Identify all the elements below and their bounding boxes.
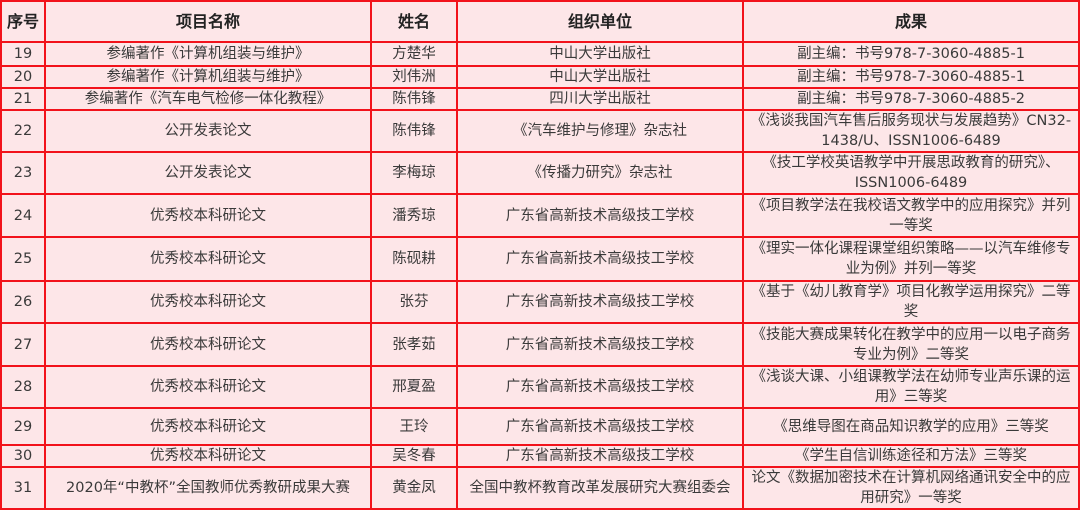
cell-index: 27	[0, 322, 46, 367]
table-row: 19 参编著作《计算机组装与维护》 方楚华 中山大学出版社 副主编：书号978-7-30…	[0, 41, 1080, 67]
table-row: 20 参编著作《计算机组装与维护》 刘伟洲 中山大学出版社 副主编：书号978-7-30…	[0, 65, 1080, 89]
table-row: 30 优秀校本科研论文 吴冬春 广东省高新技术高级技工学校 《学生自信训练途径和方法》三…	[0, 444, 1080, 468]
cell-result: 《思维导图在商品知识教学的应用》三等奖	[742, 407, 1080, 446]
cell-organization: 广东省高新技术高级技工学校	[456, 322, 744, 367]
table-row: 24 优秀校本科研论文 潘秀琼 广东省高新技术高级技工学校 《项目教学法在我校语文教学中…	[0, 193, 1080, 238]
table-row: 22 公开发表论文 陈伟锋 《汽车维护与修理》杂志社 《浅谈我国汽车售后服务现状与发展趋…	[0, 109, 1080, 153]
cell-project: 优秀校本科研论文	[44, 193, 372, 238]
cell-index: 30	[0, 444, 46, 468]
cell-result: 《技工学校英语教学中开展思政教育的研究》、ISSN1006-6489	[742, 151, 1080, 195]
cell-index: 26	[0, 280, 46, 324]
cell-organization: 中山大学出版社	[456, 41, 744, 67]
cell-index: 22	[0, 109, 46, 153]
cell-name: 张芬	[370, 280, 458, 324]
cell-project: 公开发表论文	[44, 151, 372, 195]
cell-project: 优秀校本科研论文	[44, 322, 372, 367]
header-row: 序号 项目名称 姓名 组织单位 成果	[0, 0, 1080, 43]
cell-index: 24	[0, 193, 46, 238]
header-project: 项目名称	[44, 0, 372, 43]
header-result: 成果	[742, 0, 1080, 43]
cell-project: 优秀校本科研论文	[44, 365, 372, 409]
header-index: 序号	[0, 0, 46, 43]
cell-name: 陈砚耕	[370, 236, 458, 282]
cell-index: 29	[0, 407, 46, 446]
table-row: 28 优秀校本科研论文 邢夏盈 广东省高新技术高级技工学校 《浅谈大课、小组课教学法在幼…	[0, 365, 1080, 409]
cell-index: 31	[0, 466, 46, 510]
cell-name: 吴冬春	[370, 444, 458, 468]
table-row: 29 优秀校本科研论文 王玲 广东省高新技术高级技工学校 《思维导图在商品知识教学的应用…	[0, 407, 1080, 446]
cell-result: 《理实一体化课程课堂组织策略——以汽车维修专业为例》并列一等奖	[742, 236, 1080, 282]
cell-index: 21	[0, 87, 46, 111]
cell-name: 潘秀琼	[370, 193, 458, 238]
cell-name: 方楚华	[370, 41, 458, 67]
cell-result: 《技能大赛成果转化在教学中的应用一以电子商务专业为例》二等奖	[742, 322, 1080, 367]
cell-project: 参编著作《计算机组装与维护》	[44, 65, 372, 89]
header-organization: 组织单位	[456, 0, 744, 43]
cell-index: 25	[0, 236, 46, 282]
table-row: 27 优秀校本科研论文 张孝茹 广东省高新技术高级技工学校 《技能大赛成果转化在教学中的…	[0, 322, 1080, 367]
cell-organization: 中山大学出版社	[456, 65, 744, 89]
table-row: 21 参编著作《汽车电气检修一体化教程》 陈伟锋 四川大学出版社 副主编：书号978-7…	[0, 87, 1080, 111]
cell-project: 优秀校本科研论文	[44, 444, 372, 468]
cell-index: 28	[0, 365, 46, 409]
cell-organization: 《汽车维护与修理》杂志社	[456, 109, 744, 153]
cell-project: 优秀校本科研论文	[44, 407, 372, 446]
cell-result: 《基于《幼儿教育学》项目化教学运用探究》二等奖	[742, 280, 1080, 324]
cell-name: 王玲	[370, 407, 458, 446]
cell-name: 刘伟洲	[370, 65, 458, 89]
table-row: 31 2020年“中教杯”全国教师优秀教研成果大赛 黄金凤 全国中教杯教育改革发展研究…	[0, 466, 1080, 510]
cell-index: 23	[0, 151, 46, 195]
cell-project: 参编著作《计算机组装与维护》	[44, 41, 372, 67]
cell-result: 副主编：书号978-7-3060-4885-1	[742, 41, 1080, 67]
cell-name: 黄金凤	[370, 466, 458, 510]
header-name: 姓名	[370, 0, 458, 43]
cell-organization: 广东省高新技术高级技工学校	[456, 193, 744, 238]
cell-organization: 广东省高新技术高级技工学校	[456, 407, 744, 446]
cell-organization: 广东省高新技术高级技工学校	[456, 365, 744, 409]
cell-index: 19	[0, 41, 46, 67]
cell-organization: 广东省高新技术高级技工学校	[456, 280, 744, 324]
cell-project: 参编著作《汽车电气检修一体化教程》	[44, 87, 372, 111]
cell-name: 李梅琼	[370, 151, 458, 195]
cell-project: 公开发表论文	[44, 109, 372, 153]
table-row: 25 优秀校本科研论文 陈砚耕 广东省高新技术高级技工学校 《理实一体化课程课堂组织策略…	[0, 236, 1080, 282]
table-row: 23 公开发表论文 李梅琼 《传播力研究》杂志社 《技工学校英语教学中开展思政教育的研究…	[0, 151, 1080, 195]
cell-organization: 全国中教杯教育改革发展研究大赛组委会	[456, 466, 744, 510]
cell-project: 优秀校本科研论文	[44, 236, 372, 282]
cell-organization: 广东省高新技术高级技工学校	[456, 444, 744, 468]
cell-result: 《学生自信训练途径和方法》三等奖	[742, 444, 1080, 468]
cell-organization: 广东省高新技术高级技工学校	[456, 236, 744, 282]
cell-result: 《项目教学法在我校语文教学中的应用探究》并列一等奖	[742, 193, 1080, 238]
cell-result: 副主编：书号978-7-3060-4885-1	[742, 65, 1080, 89]
cell-organization: 《传播力研究》杂志社	[456, 151, 744, 195]
cell-index: 20	[0, 65, 46, 89]
cell-project: 2020年“中教杯”全国教师优秀教研成果大赛	[44, 466, 372, 510]
cell-result: 《浅谈我国汽车售后服务现状与发展趋势》CN32-1438/U、ISSN1006-…	[742, 109, 1080, 153]
table-row: 26 优秀校本科研论文 张芬 广东省高新技术高级技工学校 《基于《幼儿教育学》项目化教学…	[0, 280, 1080, 324]
cell-project: 优秀校本科研论文	[44, 280, 372, 324]
cell-result: 副主编：书号978-7-3060-4885-2	[742, 87, 1080, 111]
cell-name: 张孝茹	[370, 322, 458, 367]
cell-organization: 四川大学出版社	[456, 87, 744, 111]
cell-result: 论文《数据加密技术在计算机网络通讯安全中的应用研究》一等奖	[742, 466, 1080, 510]
cell-name: 邢夏盈	[370, 365, 458, 409]
cell-name: 陈伟锋	[370, 109, 458, 153]
cell-result: 《浅谈大课、小组课教学法在幼师专业声乐课的运用》三等奖	[742, 365, 1080, 409]
cell-name: 陈伟锋	[370, 87, 458, 111]
